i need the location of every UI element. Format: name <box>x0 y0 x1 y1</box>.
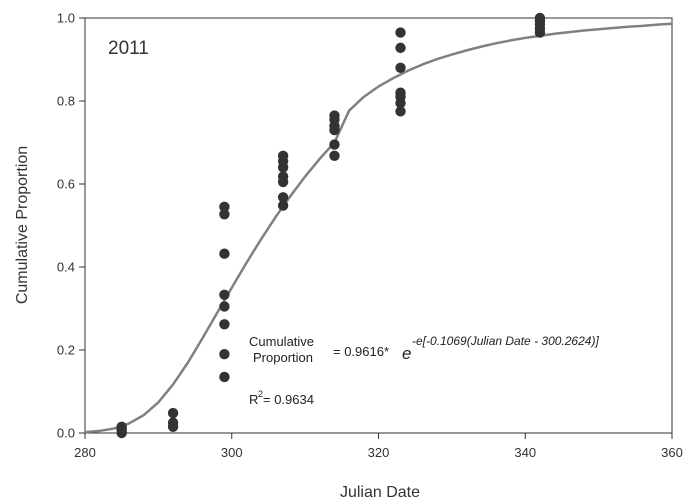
x-tick-label: 340 <box>514 445 536 460</box>
equation-lhs-line1: Cumulative <box>249 334 314 349</box>
x-axis-label: Julian Date <box>340 484 420 500</box>
y-tick-label: 1.0 <box>57 11 75 26</box>
equation-base: e <box>402 344 411 363</box>
equation-lhs-line2: Proportion <box>253 350 313 365</box>
data-point <box>395 87 406 98</box>
x-axis: 280 300 320 340 360 <box>74 433 683 460</box>
x-tick-label: 320 <box>368 445 390 460</box>
equation-rhs-prefix: = 0.9616* <box>333 344 389 359</box>
data-point <box>329 150 340 161</box>
x-tick-label: 280 <box>74 445 96 460</box>
y-tick-label: 0.0 <box>57 426 75 441</box>
x-tick-label: 300 <box>221 445 243 460</box>
equation-exponent: -e[-0.1069(Julian Date - 300.2624)] <box>412 334 599 348</box>
data-point <box>395 106 406 117</box>
data-point <box>219 201 230 213</box>
data-point <box>219 289 230 301</box>
r-squared-annotation: R 2 = 0.9634 <box>249 389 314 407</box>
y-tick-label: 0.8 <box>57 94 75 109</box>
data-point <box>329 139 340 150</box>
r-squared-symbol: R <box>249 392 258 407</box>
data-point <box>219 301 230 312</box>
data-point <box>277 150 289 161</box>
data-point <box>277 200 289 211</box>
data-point <box>277 171 289 182</box>
data-point <box>329 110 340 121</box>
data-point <box>167 417 179 428</box>
y-axis: 0.0 0.2 0.4 0.6 0.8 1.0 <box>57 11 85 441</box>
data-point <box>219 319 230 330</box>
data-point <box>534 12 546 24</box>
y-axis-label: Cumulative Proportion <box>14 146 31 304</box>
r-squared-power: 2 <box>258 389 263 399</box>
data-point <box>219 209 230 220</box>
data-point <box>167 407 179 419</box>
r-squared-value: = 0.9634 <box>263 392 314 407</box>
data-points <box>116 12 546 439</box>
y-tick-label: 0.4 <box>57 260 75 275</box>
data-point <box>219 248 230 259</box>
x-tick-label: 360 <box>661 445 683 460</box>
data-point <box>277 192 289 203</box>
equation-annotation: Cumulative Proportion = 0.9616* e -e[-0.… <box>249 334 599 365</box>
data-point <box>395 62 406 73</box>
data-point <box>395 27 406 38</box>
data-point <box>219 348 230 360</box>
panel-label: 2011 <box>108 38 149 59</box>
y-tick-label: 0.2 <box>57 343 75 358</box>
data-point <box>219 371 230 383</box>
data-point <box>116 421 127 432</box>
y-tick-label: 0.6 <box>57 177 75 192</box>
fit-curve <box>84 22 673 434</box>
data-point <box>395 42 406 54</box>
